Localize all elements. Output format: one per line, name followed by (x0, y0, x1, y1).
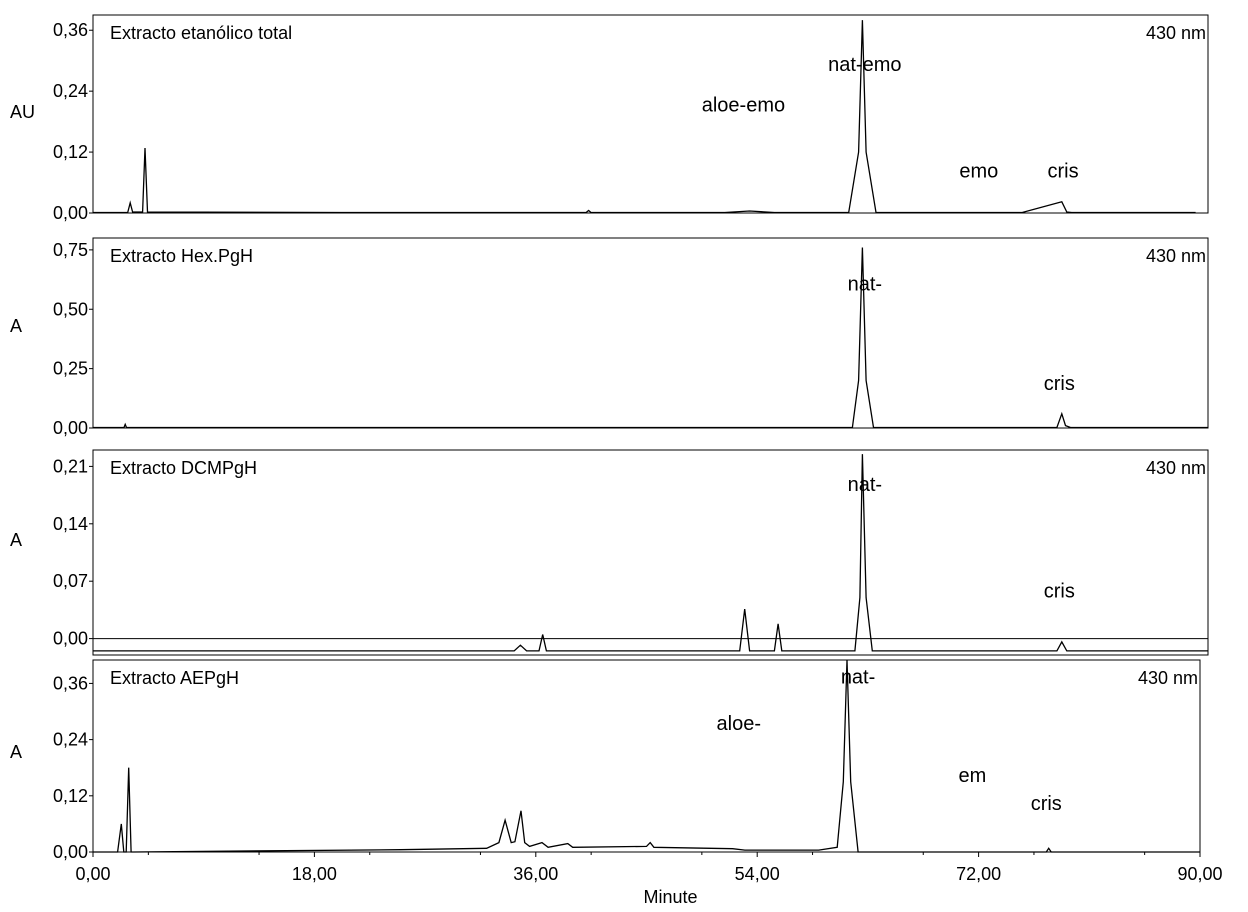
panel-4-peak-label: aloe- (717, 713, 761, 735)
panel-3-ytick-label: 0,07 (53, 571, 88, 591)
panel-1-peak-label: cris (1047, 160, 1078, 182)
panel-2-title: Extracto Hex.PgH (110, 246, 253, 266)
panel-4-ytick-label: 0,36 (53, 673, 88, 693)
panel-3-wavelength: 430 nm (1146, 458, 1206, 478)
panel-1-ytick-label: 0,12 (53, 142, 88, 162)
panel-1-ytick-label: 0,24 (53, 81, 88, 101)
panel-4-ylabel: A (10, 742, 22, 762)
panel-3-ytick-label: 0,00 (53, 629, 88, 649)
panel-3-title: Extracto DCMPgH (110, 458, 257, 478)
panel-2-peak-label: cris (1044, 373, 1075, 395)
panel-1-ylabel: AU (10, 102, 35, 122)
panel-3-ytick-label: 0,21 (53, 456, 88, 476)
panel-2-ylabel: A (10, 316, 22, 336)
x-tick-label: 90,00 (1177, 864, 1222, 884)
panel-1-ytick-label: 0,00 (53, 203, 88, 223)
panel-2-trace (93, 247, 1208, 429)
x-tick-label: 0,00 (75, 864, 110, 884)
panel-1-wavelength: 430 nm (1146, 23, 1206, 43)
panel-4-title: Extracto AEPgH (110, 668, 239, 688)
panel-2-peak-label: nat- (848, 273, 882, 295)
panel-2-ytick-label: 0,75 (53, 240, 88, 260)
panel-4-ytick-label: 0,00 (53, 842, 88, 862)
x-tick-label: 36,00 (513, 864, 558, 884)
panel-2-ytick-label: 0,25 (53, 359, 88, 379)
x-axis-label: Minute (643, 887, 697, 907)
panel-3-peak-label: cris (1044, 581, 1075, 603)
panel-3-peak-label: nat- (848, 474, 882, 496)
panel-2-ytick-label: 0,00 (53, 418, 88, 438)
panel-3-ytick-label: 0,14 (53, 514, 88, 534)
panel-4-wavelength: 430 nm (1138, 668, 1198, 688)
panel-4-ytick-label: 0,24 (53, 730, 88, 750)
panel-1-trace (93, 20, 1196, 214)
panel-4-peak-label: cris (1031, 793, 1062, 815)
panel-1-ytick-label: 0,36 (53, 20, 88, 40)
panel-3-trace (93, 454, 1208, 652)
panel-1-frame (92, 14, 1209, 214)
panel-1-peak-label: aloe-emo (702, 94, 785, 116)
panel-4-ytick-label: 0,12 (53, 786, 88, 806)
panel-1-peak-label: emo (959, 160, 998, 182)
x-tick-label: 72,00 (956, 864, 1001, 884)
panel-1-peak-label: nat-emo (828, 54, 901, 76)
x-tick-label: 18,00 (292, 864, 337, 884)
panel-4-frame (92, 659, 1201, 853)
panel-3-frame (92, 449, 1209, 656)
panel-2-wavelength: 430 nm (1146, 246, 1206, 266)
x-tick-label: 54,00 (735, 864, 780, 884)
panel-4-peak-label: em (959, 765, 987, 787)
panel-1-title: Extracto etanólico total (110, 23, 292, 43)
panel-2-frame (92, 237, 1209, 429)
panel-4-trace (93, 659, 1200, 853)
panel-2-ytick-label: 0,50 (53, 299, 88, 319)
panel-4-peak-label: nat- (841, 666, 875, 688)
panel-3-ylabel: A (10, 530, 22, 550)
